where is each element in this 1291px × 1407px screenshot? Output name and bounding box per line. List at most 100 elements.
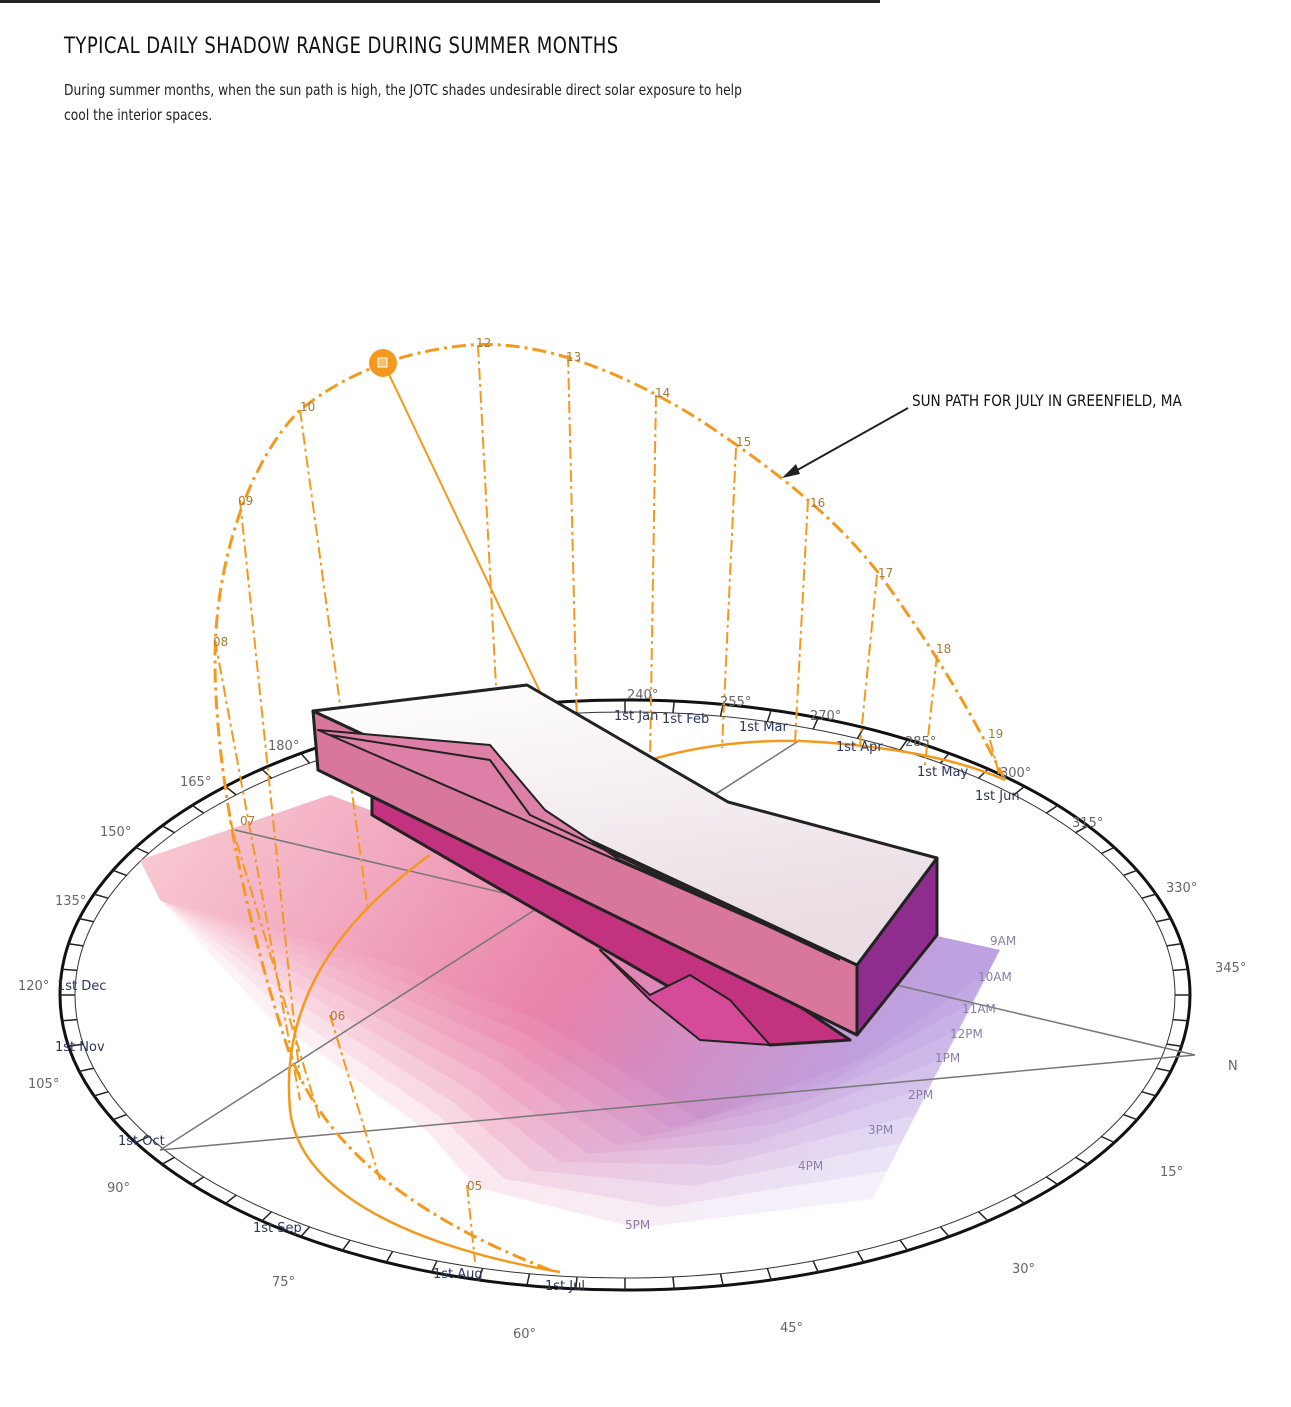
ring-tick xyxy=(135,846,150,855)
ring-tick xyxy=(1075,1156,1089,1165)
ring-tick xyxy=(161,1156,175,1165)
top-bar xyxy=(0,0,880,3)
compass-label: N xyxy=(1228,1059,1238,1074)
month-label: 1st Dec xyxy=(57,979,106,994)
month-label: 1st Apr xyxy=(836,740,883,755)
ring-tick xyxy=(112,869,127,877)
ring-tick xyxy=(300,1226,311,1238)
shadow-time-label: 4PM xyxy=(798,1159,823,1173)
ring-tick xyxy=(478,1268,484,1281)
compass-label: 45° xyxy=(780,1321,803,1336)
ring-tick xyxy=(719,1273,724,1286)
hour-label: 09 xyxy=(238,494,253,508)
compass-label: 345° xyxy=(1215,961,1246,976)
ring-tick xyxy=(261,768,272,779)
ring-tick xyxy=(939,1226,950,1238)
compass-label: 255° xyxy=(720,695,751,710)
ring-tick xyxy=(93,1091,109,1097)
ring-tick xyxy=(341,1239,351,1251)
compass-label: 30° xyxy=(1012,1262,1035,1277)
month-label: 1st May xyxy=(917,765,968,780)
ring-tick xyxy=(766,709,772,722)
hour-label: 16 xyxy=(810,496,825,510)
shadow-time-label: 11AM xyxy=(962,1002,996,1016)
compass-label: 300° xyxy=(1000,766,1031,781)
compass-label: 285° xyxy=(905,735,936,750)
title: TYPICAL DAILY SHADOW RANGE DURING SUMMER… xyxy=(64,34,619,59)
ring-tick xyxy=(1075,825,1089,834)
ring-tick xyxy=(1123,1113,1138,1121)
ring-tick xyxy=(431,1260,438,1273)
hour-label: 12 xyxy=(476,336,491,350)
month-label: 1st Aug xyxy=(433,1267,483,1282)
ring-tick xyxy=(812,717,819,730)
compass-label: 150° xyxy=(100,825,131,840)
shadow-time-label: 10AM xyxy=(978,970,1012,984)
shadow-time-label: 12PM xyxy=(950,1027,983,1041)
compass-label: 180° xyxy=(268,739,299,754)
hour-label: 13 xyxy=(566,350,581,364)
shadow-time-label: 5PM xyxy=(625,1218,650,1232)
compass-label: 270° xyxy=(810,709,841,724)
ring-tick xyxy=(1156,917,1171,923)
ring-tick xyxy=(899,739,909,751)
hour-label: 07 xyxy=(240,814,255,828)
ring-tick xyxy=(191,804,205,814)
ring-tick xyxy=(899,1239,909,1251)
ring-tick xyxy=(68,943,84,947)
ring-tick xyxy=(1045,804,1059,814)
ring-tick xyxy=(978,1211,989,1222)
ring-tick xyxy=(79,917,94,923)
ring-tick xyxy=(856,1251,865,1263)
compass-label: 120° xyxy=(18,979,49,994)
compass-label: 15° xyxy=(1160,1165,1183,1180)
ring-tick xyxy=(1100,1135,1115,1144)
month-label: 1st Jan xyxy=(614,709,658,724)
ring-tick xyxy=(135,1135,150,1144)
ring-tick xyxy=(1013,1194,1025,1205)
ring-tick xyxy=(261,1211,272,1222)
month-label: 1st Sep xyxy=(253,1221,302,1236)
ring-ticks xyxy=(60,700,1190,1290)
compass-label: 90° xyxy=(107,1181,130,1196)
ring-tick xyxy=(575,1276,578,1289)
hour-label: 17 xyxy=(878,566,893,580)
compass-label: 330° xyxy=(1166,881,1197,896)
hour-label: 19 xyxy=(988,727,1003,741)
sun-path-annotation: SUN PATH FOR JULY IN GREENFIELD, MA xyxy=(912,392,1183,410)
description: During summer months, when the sun path … xyxy=(64,81,742,124)
compass-label: 105° xyxy=(28,1077,59,1092)
month-label: 1st Feb xyxy=(662,712,709,727)
ring-tick xyxy=(112,1113,127,1121)
hour-label: 08 xyxy=(213,635,228,649)
ring-tick xyxy=(300,752,311,764)
ring-tick xyxy=(1045,1176,1059,1186)
ring-tick xyxy=(68,1043,84,1047)
hour-label: 14 xyxy=(655,386,670,400)
month-label: 1st Jun xyxy=(975,789,1020,804)
ring-tick xyxy=(1141,893,1157,899)
ring-tick xyxy=(672,1276,675,1289)
sun-path xyxy=(213,342,1007,1274)
compass-label: 60° xyxy=(513,1327,536,1342)
ring-tick xyxy=(93,893,109,899)
month-label: 1st Jul xyxy=(545,1279,585,1294)
ring-tick xyxy=(1156,1067,1171,1073)
hour-label: 15 xyxy=(736,435,751,449)
ring-tick xyxy=(1172,1018,1188,1022)
ring-tick xyxy=(856,727,865,739)
ring-tick xyxy=(1013,785,1025,796)
month-label: 1st Oct xyxy=(118,1134,165,1149)
month-label: 1st Mar xyxy=(739,720,788,735)
hour-label: 10 xyxy=(300,400,315,414)
hour-label: 05 xyxy=(467,1179,482,1193)
hour-label: 18 xyxy=(936,642,951,656)
ring-tick xyxy=(526,1273,531,1286)
ring-tick xyxy=(719,704,724,717)
ring-tick xyxy=(978,768,989,779)
ring-tick xyxy=(1100,846,1115,855)
ring-tick xyxy=(1166,1043,1182,1047)
ring-tick xyxy=(79,1067,94,1073)
